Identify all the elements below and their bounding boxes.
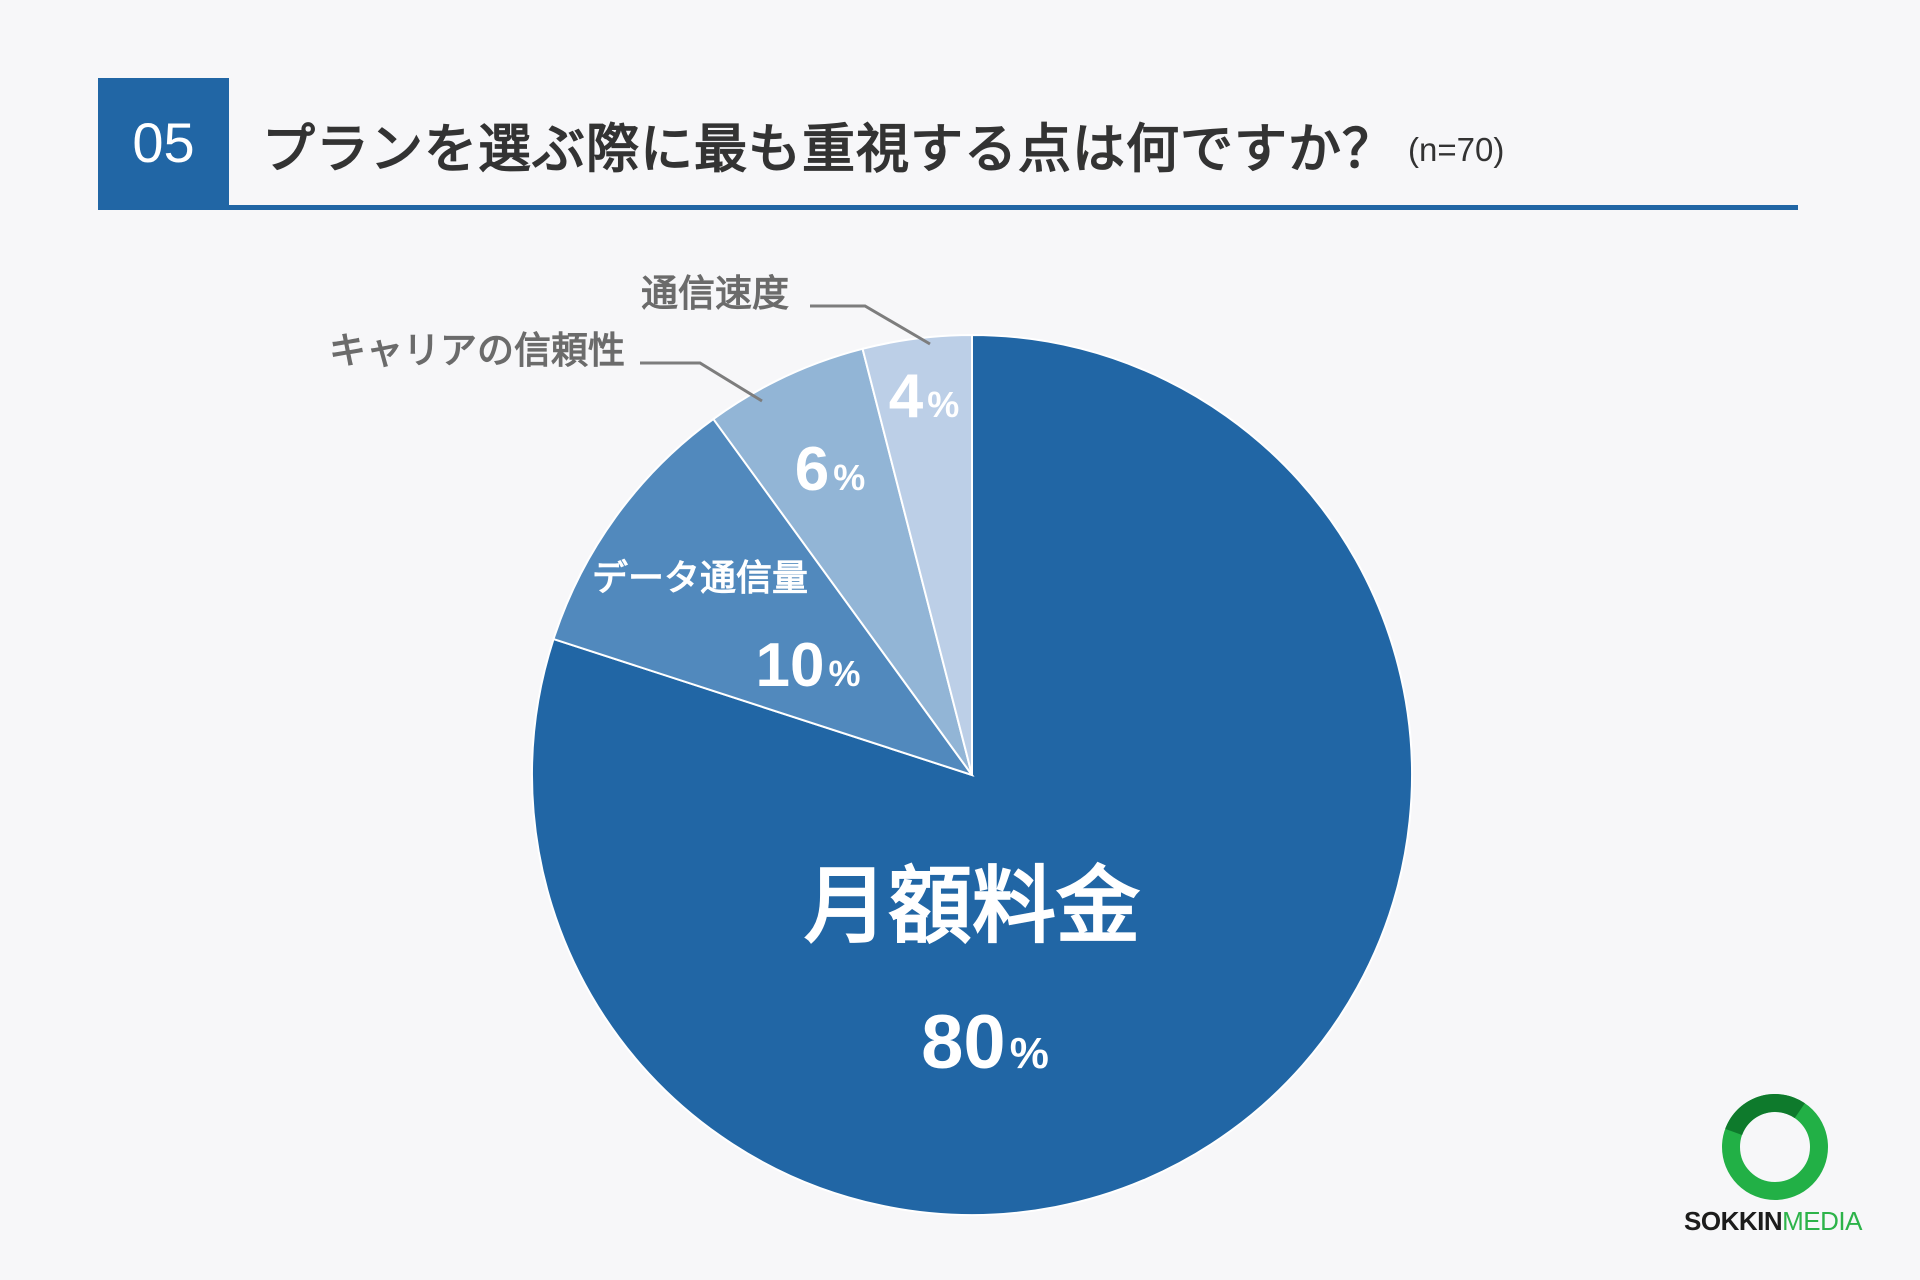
category-label-通信速度: 通信速度 bbox=[641, 272, 789, 315]
percent-value-月額料金: 80 bbox=[921, 1000, 1006, 1085]
category-label-月額料金: 月額料金 bbox=[804, 857, 1141, 955]
brand-word-sokkin: SOKKIN bbox=[1684, 1206, 1783, 1236]
percent-value-通信速度: 4 bbox=[889, 362, 924, 431]
category-label-キャリアの信頼性: キャリアの信頼性 bbox=[329, 329, 625, 372]
question-number-badge: 05 bbox=[98, 78, 229, 206]
leader-line-3 bbox=[640, 361, 763, 403]
pie-labels: 月額料金 80% データ通信量 10 % キャリアの信頼性 6 % 通信速度 4% bbox=[329, 272, 1141, 1085]
percent-value-キャリアの信頼性: 6 bbox=[795, 435, 829, 504]
percent-unit-データ通信量: % bbox=[828, 653, 860, 694]
brand-name: SOKKINMEDIA bbox=[1668, 1206, 1878, 1237]
percent-label-データ通信量: 10% bbox=[756, 631, 861, 700]
percent-unit-月額料金: % bbox=[1010, 1029, 1049, 1078]
percent-label-月額料金: 80% bbox=[921, 1000, 1049, 1085]
percent-unit-キャリアの信頼性: % bbox=[833, 457, 865, 498]
brand-word-media: MEDIA bbox=[1782, 1206, 1862, 1236]
category-label-データ通信量: データ通信量 bbox=[592, 557, 808, 599]
sample-size: (n=70) bbox=[1408, 131, 1505, 168]
leader-line-4 bbox=[810, 304, 931, 346]
question-title: プランを選ぶ際に最も重視する点は何ですか？ bbox=[262, 119, 1396, 180]
sokkin-media-logo-icon bbox=[1722, 1094, 1828, 1200]
percent-unit-通信速度: % bbox=[927, 384, 959, 425]
pie-slices bbox=[531, 333, 1413, 1216]
header-title-row: プランを選ぶ際に最も重視する点は何ですか？ (n=70) bbox=[262, 100, 1504, 190]
pie-slice-3 bbox=[711, 347, 973, 776]
leader-lines bbox=[640, 304, 931, 403]
percent-label-キャリアの信頼性: 6% bbox=[795, 435, 866, 504]
pie-slice-4 bbox=[861, 333, 973, 776]
header-divider bbox=[98, 205, 1798, 210]
pie-slice-2 bbox=[552, 417, 975, 777]
percent-label-通信速度: 4% bbox=[889, 362, 960, 431]
percent-value-データ通信量: 10 bbox=[756, 631, 825, 700]
pie-slice-1 bbox=[531, 333, 1413, 1216]
